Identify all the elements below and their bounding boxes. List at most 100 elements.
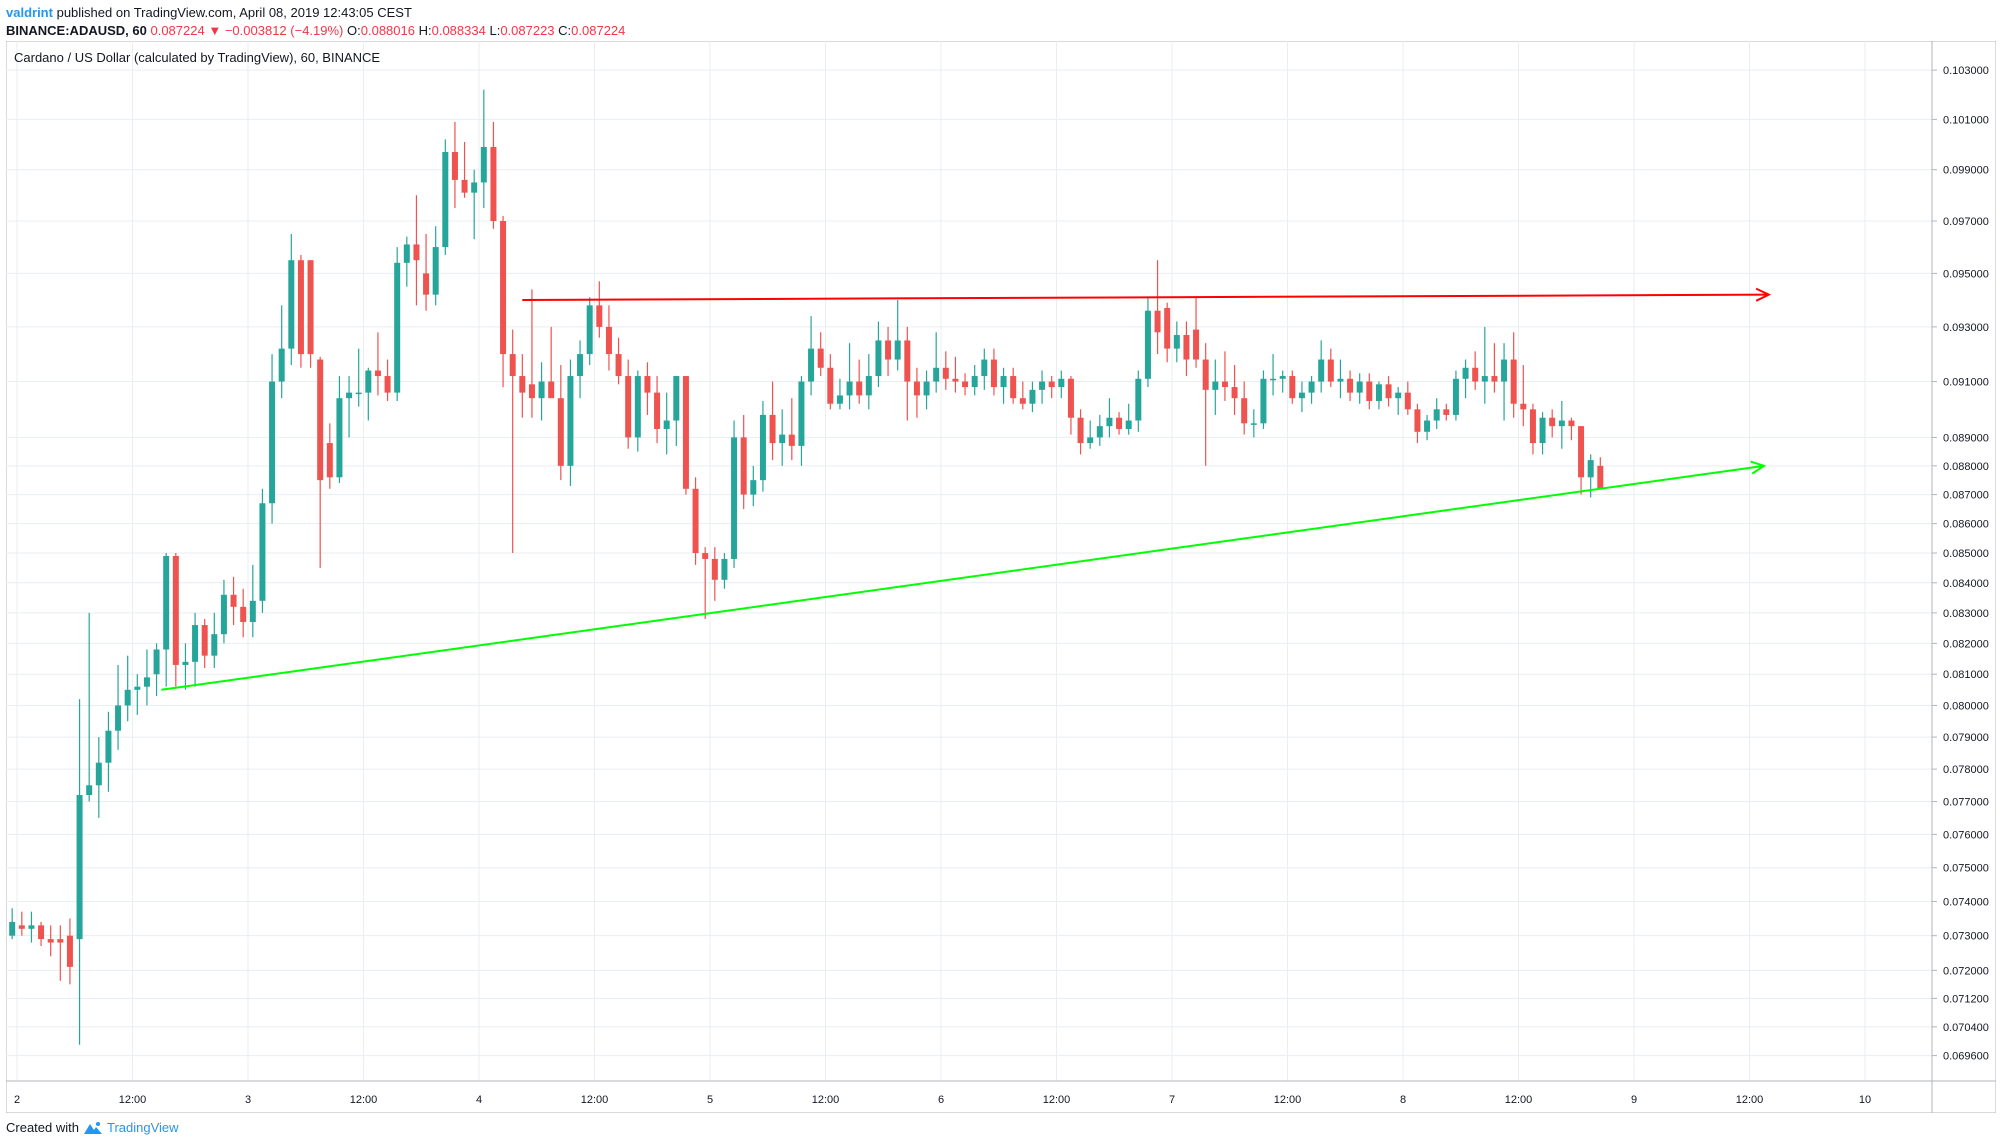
candle-body <box>1183 335 1190 360</box>
candle-body <box>47 939 54 943</box>
last-price: 0.087224 <box>150 23 205 38</box>
time-axis[interactable]: 2 12:00 3 12:00 4 12:00 5 12:00 6 12:00 7 12:00 8 12:… <box>14 1094 1871 1106</box>
tradingview-logo-icon <box>83 1122 102 1134</box>
trendlines[interactable] <box>161 287 1772 691</box>
candle-down <box>1202 343 1209 466</box>
candle-up <box>1424 414 1431 441</box>
candle-up <box>1356 373 1363 404</box>
price-tick-label: 0.078000 <box>1943 764 1989 776</box>
candle-body <box>654 392 661 429</box>
candle-body <box>76 795 83 940</box>
open-label: O: <box>347 23 361 38</box>
candle-down <box>47 925 54 957</box>
candle-body <box>817 348 824 368</box>
candle-down <box>451 121 458 209</box>
candle-down <box>1529 403 1536 455</box>
time-tick-label: 12:00 <box>1274 1094 1302 1106</box>
candle-up <box>634 370 641 452</box>
candle-down <box>1568 417 1575 441</box>
candle-down <box>201 618 208 669</box>
time-tick-label: 7 <box>1169 1094 1175 1106</box>
candle-down <box>326 423 333 489</box>
candle-body <box>346 392 353 399</box>
candle-up <box>721 553 728 589</box>
tradingview-link[interactable]: TradingView <box>106 1120 179 1135</box>
candle-body <box>971 376 978 388</box>
candle-body <box>1568 420 1575 427</box>
candle-body <box>1154 310 1161 333</box>
publish-text: published on TradingView.com, April 08, … <box>56 5 412 20</box>
candle-body <box>1366 381 1373 401</box>
candle-up <box>577 340 584 399</box>
candle-up <box>759 400 766 492</box>
candle-down <box>1164 302 1171 363</box>
resistance-trendline[interactable] <box>522 287 1772 302</box>
candle-body <box>519 376 526 393</box>
price-tick-label: 0.074000 <box>1943 896 1989 908</box>
candle-down <box>904 326 911 421</box>
candle-body <box>605 326 612 355</box>
time-tick-label: 12:00 <box>1043 1094 1071 1106</box>
candle-body <box>808 348 815 382</box>
close-value: 0.087224 <box>571 23 626 38</box>
candle-up <box>846 343 853 410</box>
symbol-label: BINANCE:ADAUSD, 60 <box>6 23 147 38</box>
created-with-text: Created with <box>6 1120 79 1135</box>
candle-down <box>740 414 747 510</box>
candle-body <box>1231 387 1238 399</box>
candle-up <box>442 139 449 255</box>
time-tick-label: 4 <box>476 1094 482 1106</box>
price-tick-label: 0.075000 <box>1943 863 1989 875</box>
high-label: H: <box>418 23 432 38</box>
candle-body <box>865 376 872 396</box>
chart-container[interactable]: Cardano / US Dollar (calculated by Tradi… <box>5 40 1997 1118</box>
candle-body <box>413 244 420 261</box>
candle-down <box>1510 332 1517 418</box>
candle-down <box>1241 381 1248 435</box>
candle-up <box>95 737 102 818</box>
author-link[interactable]: valdrint <box>6 5 53 20</box>
support-line[interactable] <box>161 464 1765 691</box>
candle-down <box>1193 297 1200 368</box>
candle-down <box>557 365 564 481</box>
candle-body <box>1414 409 1421 432</box>
support-trendline[interactable] <box>161 460 1767 691</box>
candle-body <box>1529 409 1536 444</box>
candle-up <box>134 674 141 715</box>
candle-up <box>220 579 227 644</box>
candle-up <box>471 169 478 240</box>
candle-body <box>702 553 709 559</box>
candle-down <box>528 289 535 418</box>
candle-body <box>172 555 179 665</box>
candle-body <box>105 730 112 763</box>
candle-body <box>57 939 64 943</box>
candle-body <box>788 434 795 446</box>
candle-body <box>1010 376 1017 399</box>
time-tick-label: 12:00 <box>581 1094 609 1106</box>
candle-body <box>711 558 718 580</box>
open-value: 0.088016 <box>360 23 415 38</box>
candle-body <box>567 376 574 466</box>
high-value: 0.088334 <box>431 23 486 38</box>
price-tick-label: 0.071200 <box>1943 993 1989 1005</box>
resistance-line[interactable] <box>522 293 1769 302</box>
candle-down <box>240 588 247 638</box>
candle-body <box>586 305 593 355</box>
candle-up <box>1539 412 1546 455</box>
candle-body <box>528 384 535 399</box>
candle-body <box>124 689 131 706</box>
price-axis[interactable]: 0.103000 0.101000 0.099000 0.097000 0.095000… <box>1932 65 1989 1063</box>
candle-body <box>394 262 401 393</box>
candle-body <box>1193 329 1200 360</box>
candlestick-chart[interactable]: Cardano / US Dollar (calculated by Tradi… <box>5 40 1997 1114</box>
candle-up <box>1260 370 1267 429</box>
candle-body <box>1173 335 1180 349</box>
time-tick-label: 2 <box>14 1094 20 1106</box>
candle-body <box>1452 378 1459 415</box>
candle-body <box>1087 437 1094 444</box>
candle-up <box>1395 387 1402 415</box>
candle-body <box>374 370 381 377</box>
candle-body <box>134 686 141 690</box>
candle-body <box>240 606 247 623</box>
candle-down <box>654 376 661 444</box>
